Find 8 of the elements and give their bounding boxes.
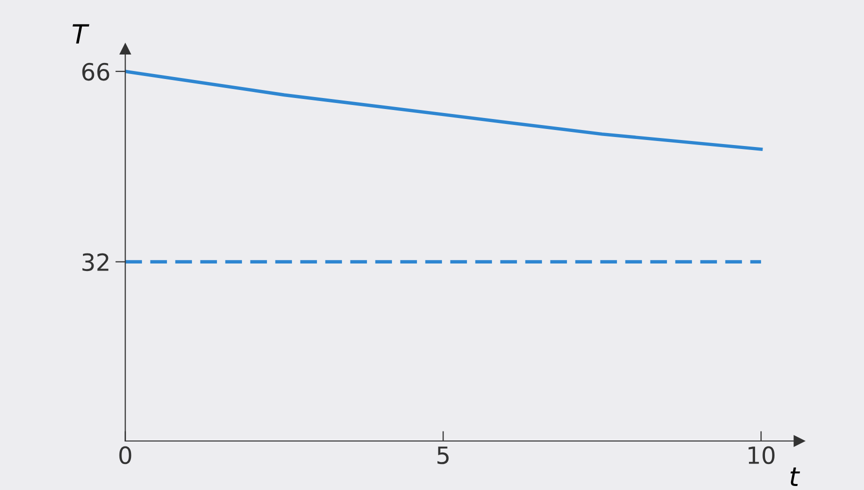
line-series: [125, 70, 763, 151]
x-tick-label: 5: [437, 446, 449, 464]
y-tick-label: 66: [82, 62, 110, 81]
x-tick-label: 10: [748, 446, 775, 464]
y-tick-label: 32: [82, 253, 108, 272]
x-tick-label: 0: [119, 446, 132, 464]
y-axis-title: T: [72, 24, 90, 44]
x-axis-title: t: [790, 467, 800, 486]
